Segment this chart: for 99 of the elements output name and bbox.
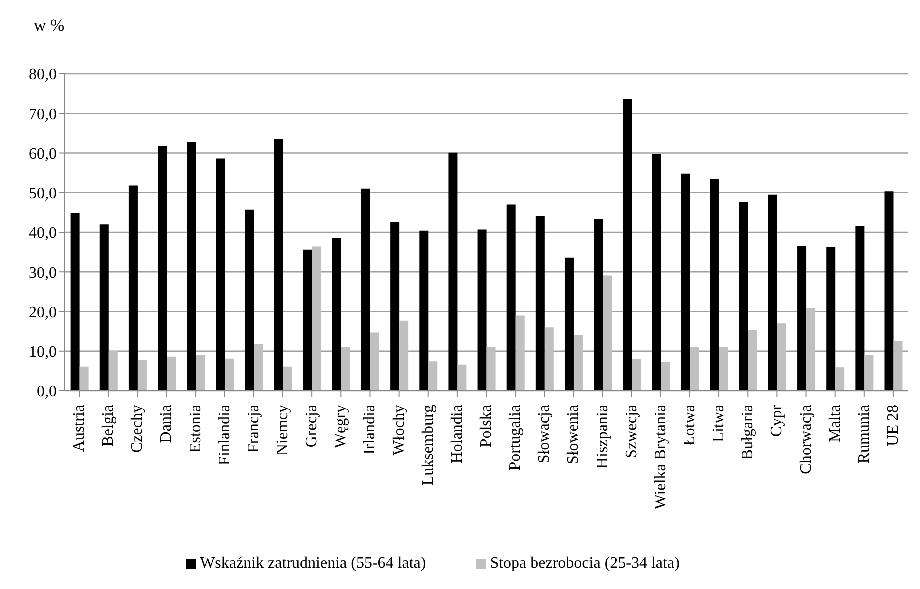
x-tick-label: Włochy bbox=[390, 405, 408, 456]
bar bbox=[777, 324, 786, 391]
x-tick-label: Portugalia bbox=[507, 405, 524, 471]
bar bbox=[856, 226, 865, 391]
bar bbox=[400, 320, 409, 391]
bar bbox=[128, 186, 138, 391]
bar bbox=[245, 210, 254, 391]
bar bbox=[544, 328, 554, 391]
x-tick-label: Francja bbox=[245, 405, 262, 453]
x-tick-label: Finlandia bbox=[216, 405, 234, 466]
x-tick-label: Luksemburg bbox=[420, 405, 437, 486]
y-tick-label: 50,0 bbox=[29, 186, 57, 203]
bar bbox=[516, 316, 525, 391]
x-tick-label: Belgia bbox=[100, 405, 118, 447]
x-tick-label: Słowacja bbox=[536, 405, 554, 464]
x-tick-label: Rumunia bbox=[856, 405, 873, 464]
bar bbox=[594, 219, 604, 391]
bar bbox=[254, 344, 264, 391]
bar bbox=[536, 216, 545, 391]
bar bbox=[719, 347, 728, 391]
bar bbox=[187, 142, 196, 391]
x-tick-label: Grecja bbox=[304, 405, 321, 448]
x-tick-label: Dania bbox=[158, 405, 176, 444]
bar bbox=[420, 230, 429, 391]
y-tick-label: 80,0 bbox=[29, 66, 57, 84]
y-tick-label: 70,0 bbox=[29, 106, 57, 124]
y-tick-label: 60,0 bbox=[29, 146, 57, 163]
bar bbox=[486, 347, 496, 391]
bar bbox=[739, 202, 748, 391]
bar bbox=[332, 238, 342, 391]
bar bbox=[690, 347, 700, 391]
x-tick-label: Litwa bbox=[710, 405, 728, 442]
y-tick-label: 30,0 bbox=[29, 264, 57, 282]
bar bbox=[623, 99, 632, 391]
bar bbox=[864, 355, 874, 391]
bar bbox=[390, 222, 400, 391]
y-axis-title: w % bbox=[34, 16, 65, 36]
x-tick-label: Szwecja bbox=[623, 405, 640, 458]
x-tick-label: Węgry bbox=[332, 405, 350, 449]
bar bbox=[341, 347, 350, 391]
bar bbox=[70, 213, 80, 391]
x-tick-label: Bułgaria bbox=[740, 405, 757, 460]
bar bbox=[574, 336, 583, 391]
x-tick-label: Malta bbox=[826, 405, 844, 442]
bar bbox=[564, 258, 574, 391]
bar bbox=[312, 246, 322, 391]
bar bbox=[428, 362, 438, 391]
bar bbox=[196, 354, 206, 391]
x-tick-label: Austria bbox=[71, 405, 88, 452]
bar bbox=[158, 146, 168, 391]
bar bbox=[632, 359, 642, 391]
x-tick-label: Łotwa bbox=[681, 405, 698, 446]
bar bbox=[506, 204, 516, 391]
bar bbox=[100, 224, 109, 391]
bar bbox=[108, 351, 118, 391]
bar bbox=[478, 230, 487, 391]
bar bbox=[798, 246, 807, 391]
bar bbox=[836, 368, 845, 391]
y-tick-label: 10,0 bbox=[29, 344, 57, 362]
x-tick-label: Chorwacja bbox=[798, 405, 815, 474]
x-tick-label: Wielka Brytania bbox=[652, 405, 670, 510]
x-tick-label: Hiszpania bbox=[594, 405, 612, 469]
bar bbox=[826, 247, 836, 391]
bar bbox=[661, 362, 670, 391]
bar bbox=[894, 341, 903, 391]
legend-label: Wskaźnik zatrudnienia (55-64 lata) bbox=[200, 555, 426, 572]
x-tick-label: Irlandia bbox=[362, 405, 379, 455]
bar bbox=[216, 158, 226, 391]
bar bbox=[138, 360, 147, 391]
x-tick-label: UE 28 bbox=[884, 405, 902, 446]
x-tick-label: Słowenia bbox=[565, 405, 582, 465]
bar bbox=[748, 330, 758, 391]
bar bbox=[274, 138, 284, 391]
y-tick-label: 40,0 bbox=[29, 225, 57, 242]
bar bbox=[884, 192, 894, 391]
bar bbox=[362, 188, 371, 391]
bar bbox=[806, 308, 816, 391]
bar bbox=[458, 364, 467, 391]
x-tick-label: Holandia bbox=[448, 405, 466, 464]
bar bbox=[225, 358, 234, 391]
bar bbox=[80, 366, 89, 391]
bar bbox=[768, 194, 778, 391]
x-tick-label: Niemcy bbox=[274, 405, 292, 456]
x-tick-label: Czechy bbox=[129, 405, 146, 453]
y-tick-label: 0,0 bbox=[37, 384, 57, 401]
bar bbox=[652, 154, 662, 391]
bar bbox=[681, 174, 690, 391]
legend-label: Stopa bezrobocia (25-34 lata) bbox=[490, 555, 680, 572]
bar bbox=[303, 250, 312, 391]
bar bbox=[167, 356, 176, 391]
bar bbox=[370, 332, 380, 391]
bar bbox=[710, 179, 720, 391]
x-tick-label: Estonia bbox=[187, 405, 204, 453]
x-tick-label: Cypr bbox=[768, 404, 786, 437]
bar bbox=[448, 152, 458, 391]
y-tick-label: 20,0 bbox=[29, 304, 57, 322]
x-tick-label: Polska bbox=[478, 405, 495, 448]
bar bbox=[603, 276, 612, 391]
bar bbox=[283, 366, 292, 391]
